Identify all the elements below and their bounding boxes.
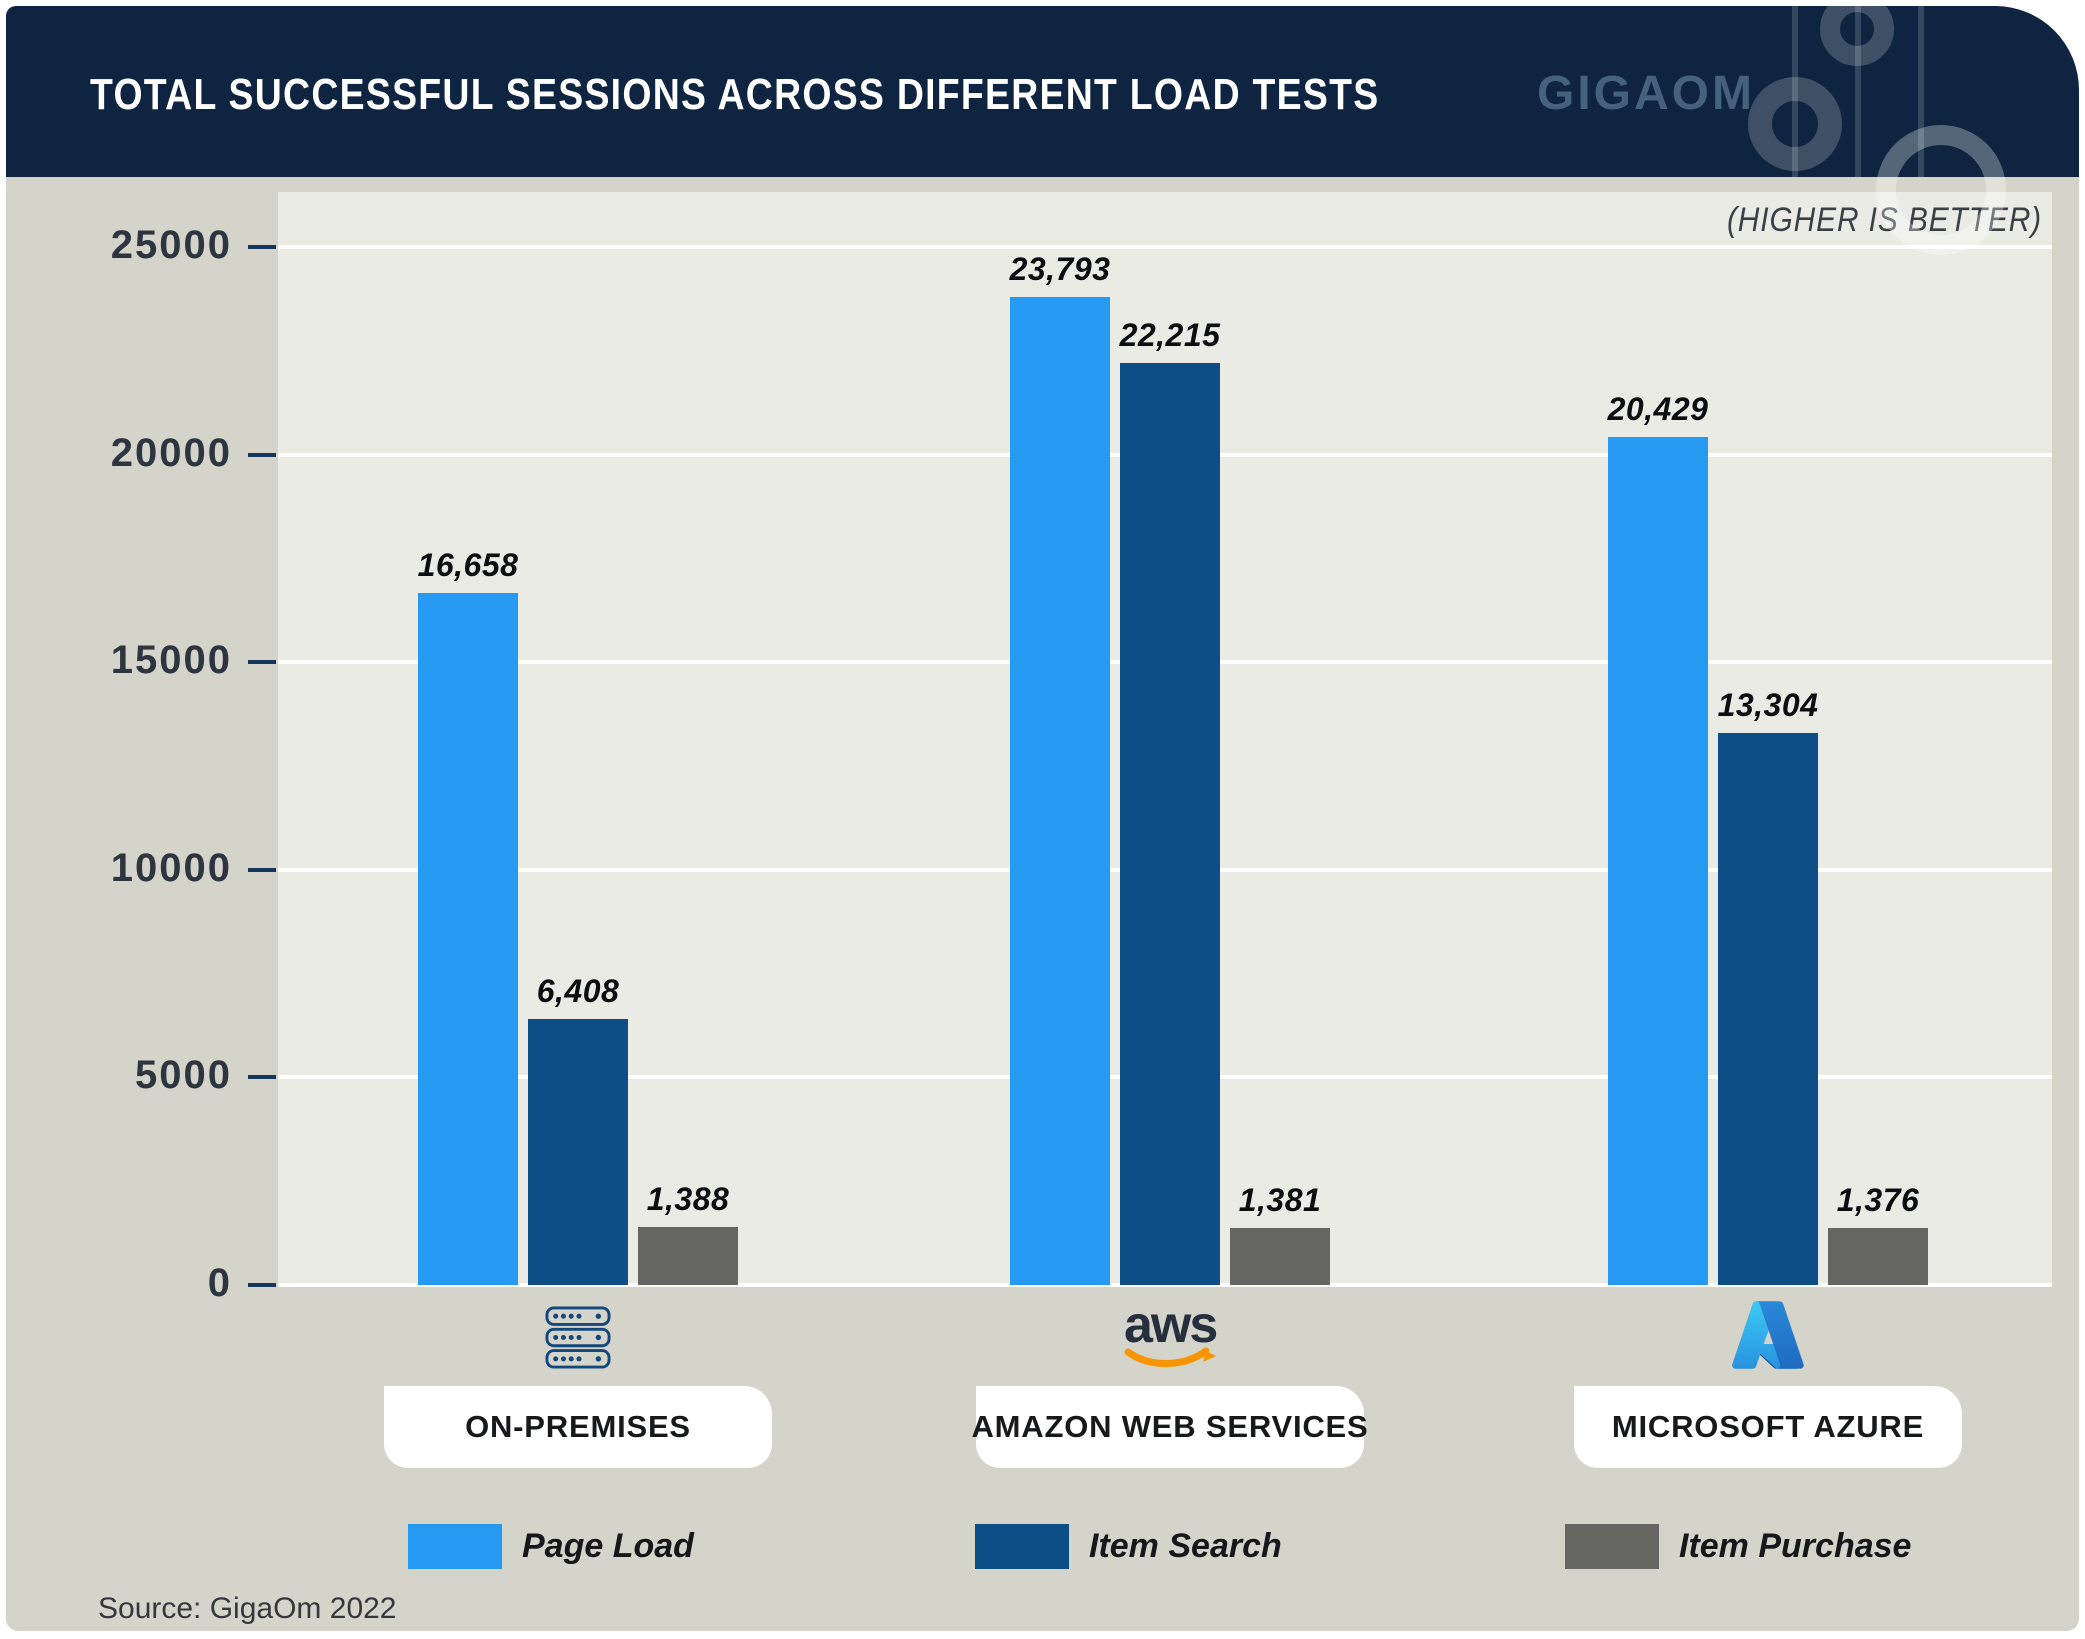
bar-item-search-on-premises [528, 1019, 628, 1285]
y-tick-label: 20000 [110, 430, 232, 475]
azure-logo [1732, 1301, 1804, 1369]
value-label-page-load-amazon-web-services: 23,793 [1009, 251, 1111, 287]
category-label-text: AMAZON WEB SERVICES [971, 1409, 1369, 1444]
value-label-page-load-on-premises: 16,658 [417, 547, 519, 583]
bar-item-purchase-on-premises [638, 1227, 738, 1285]
y-tick-mark [248, 452, 276, 457]
bar-page-load-microsoft-azure [1608, 437, 1708, 1285]
y-tick-label: 10000 [110, 845, 232, 890]
category-label-microsoft-azure: MICROSOFT AZURE [1574, 1386, 1962, 1468]
y-tick-mark [248, 1075, 276, 1080]
legend-label-item-purchase: Item Purchase [1679, 1527, 1912, 1565]
y-tick-mark [248, 245, 276, 249]
category-label-text: ON-PREMISES [465, 1409, 691, 1444]
value-label-item-search-microsoft-azure: 13,304 [1717, 687, 1819, 723]
bar-item-purchase-amazon-web-services [1230, 1228, 1330, 1285]
value-label-item-search-on-premises: 6,408 [536, 973, 620, 1009]
gridline-0 [278, 1283, 2052, 1287]
category-label-amazon-web-services: AMAZON WEB SERVICES [972, 1386, 1368, 1468]
category-label-text: MICROSOFT AZURE [1611, 1409, 1925, 1444]
legend-swatch-item-search [975, 1524, 1069, 1569]
legend-swatch-item-purchase [1565, 1524, 1659, 1569]
value-label-item-purchase-on-premises: 1,388 [646, 1181, 730, 1217]
bar-item-search-amazon-web-services [1120, 363, 1220, 1285]
legend-swatch-page-load [408, 1524, 502, 1569]
y-tick-mark [248, 1283, 276, 1287]
legend-label-page-load: Page Load [522, 1527, 694, 1565]
value-label-page-load-microsoft-azure: 20,429 [1607, 391, 1709, 427]
aws-logo: aws [1124, 1298, 1218, 1367]
legend-label-item-search: Item Search [1089, 1527, 1282, 1565]
header: TOTAL SUCCESSFUL SESSIONS ACROSS DIFFERE… [6, 6, 2079, 177]
ghost-ring-decoration [1876, 125, 2006, 255]
svg-text:aws: aws [1124, 1298, 1216, 1354]
server-icon [545, 1306, 611, 1369]
bar-item-search-microsoft-azure [1718, 733, 1818, 1285]
y-tick-mark [248, 867, 276, 872]
chart-title: TOTAL SUCCESSFUL SESSIONS ACROSS DIFFERE… [90, 70, 1380, 119]
y-tick-label: 0 [207, 1261, 232, 1305]
y-tick-mark [248, 660, 276, 665]
category-label-on-premises: ON-PREMISES [384, 1386, 772, 1468]
value-label-item-search-amazon-web-services: 22,215 [1119, 317, 1221, 353]
source-text: Source: GigaOm 2022 [98, 1592, 397, 1625]
y-tick-label: 15000 [110, 638, 232, 683]
bar-item-purchase-microsoft-azure [1828, 1228, 1928, 1285]
y-tick-label: 25000 [110, 223, 232, 267]
gridline-25000 [278, 245, 2052, 249]
bar-page-load-on-premises [418, 593, 518, 1285]
value-label-item-purchase-amazon-web-services: 1,381 [1238, 1182, 1322, 1218]
gigaom-rings-decoration [1748, 6, 1924, 177]
legend-item-item-purchase: Item Purchase [1565, 1524, 1911, 1569]
legend-item-page-load: Page Load [408, 1524, 694, 1569]
value-label-item-purchase-microsoft-azure: 1,376 [1836, 1182, 1920, 1218]
legend-item-item-search: Item Search [975, 1524, 1282, 1569]
bar-page-load-amazon-web-services [1010, 297, 1110, 1285]
gigaom-logo-text: GIGAOM [1537, 67, 1755, 120]
y-tick-label: 5000 [135, 1053, 232, 1098]
